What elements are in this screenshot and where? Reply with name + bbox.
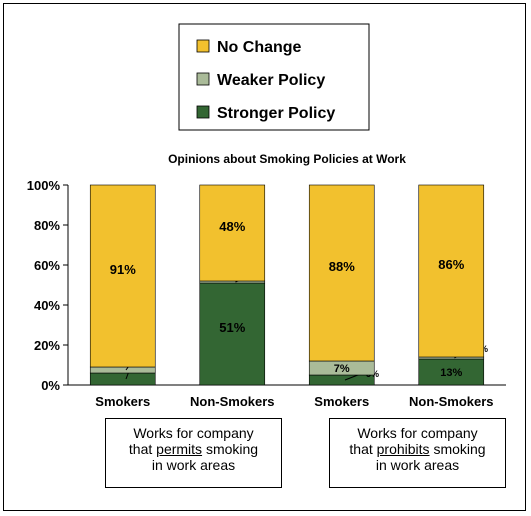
x-tick-label: Non-Smokers xyxy=(190,394,275,409)
group-line-1: Works for company xyxy=(133,425,254,441)
bar-segment xyxy=(89,366,156,374)
data-label: 7% xyxy=(334,363,350,375)
y-tick-label: 40% xyxy=(34,298,60,313)
legend-swatch xyxy=(196,72,210,86)
legend-swatch xyxy=(196,105,210,119)
data-label: 13% xyxy=(440,367,462,379)
stacked-bar-chart: No Change Weaker Policy Stronger Policy Opi… xyxy=(27,23,506,409)
chart-title: Opinions about Smoking Policies at Work xyxy=(168,152,406,166)
y-tick-label: 20% xyxy=(34,338,60,353)
data-label: 86% xyxy=(438,257,464,272)
group-line-2: that prohibits smoking xyxy=(349,441,486,457)
bar-segment xyxy=(308,184,375,362)
bar-segment xyxy=(418,358,485,386)
data-label: 91% xyxy=(110,262,136,277)
x-tick-label: Smokers xyxy=(95,394,150,409)
bar-segment xyxy=(89,372,156,386)
y-tick-label: 100% xyxy=(27,178,61,193)
legend-swatch xyxy=(196,39,210,53)
legend-label: Weaker Policy xyxy=(217,72,325,89)
bar-segment xyxy=(308,374,375,386)
data-label: 48% xyxy=(219,219,245,234)
bar-segment xyxy=(89,184,156,368)
y-tick-label: 0% xyxy=(41,378,60,393)
group-line-1: Works for company xyxy=(357,425,478,441)
bar-segment xyxy=(199,184,266,282)
group-box-permits: Works for company that permits smoking i… xyxy=(105,418,282,488)
bar-segment xyxy=(418,184,485,358)
bar-segment xyxy=(199,282,266,386)
group-line-3: in work areas xyxy=(375,457,460,473)
legend-label: No Change xyxy=(217,39,302,56)
data-label: 51% xyxy=(219,320,245,335)
legend-label: Stronger Policy xyxy=(217,105,335,122)
data-label: 88% xyxy=(329,259,355,274)
y-tick-label: 60% xyxy=(34,258,60,273)
group-line-3: in work areas xyxy=(151,457,236,473)
group-key-word: permits xyxy=(156,441,203,457)
legend-box xyxy=(178,23,370,131)
group-key-word: prohibits xyxy=(376,441,430,457)
y-tick-label: 80% xyxy=(34,218,60,233)
group-box-prohibits: Works for company that prohibits smoking… xyxy=(329,418,506,488)
x-tick-label: Non-Smokers xyxy=(409,394,494,409)
x-tick-label: Smokers xyxy=(314,394,369,409)
chart-frame: No Change Weaker Policy Stronger Policy Opi… xyxy=(3,3,526,511)
group-line-2: that permits smoking xyxy=(128,441,259,457)
